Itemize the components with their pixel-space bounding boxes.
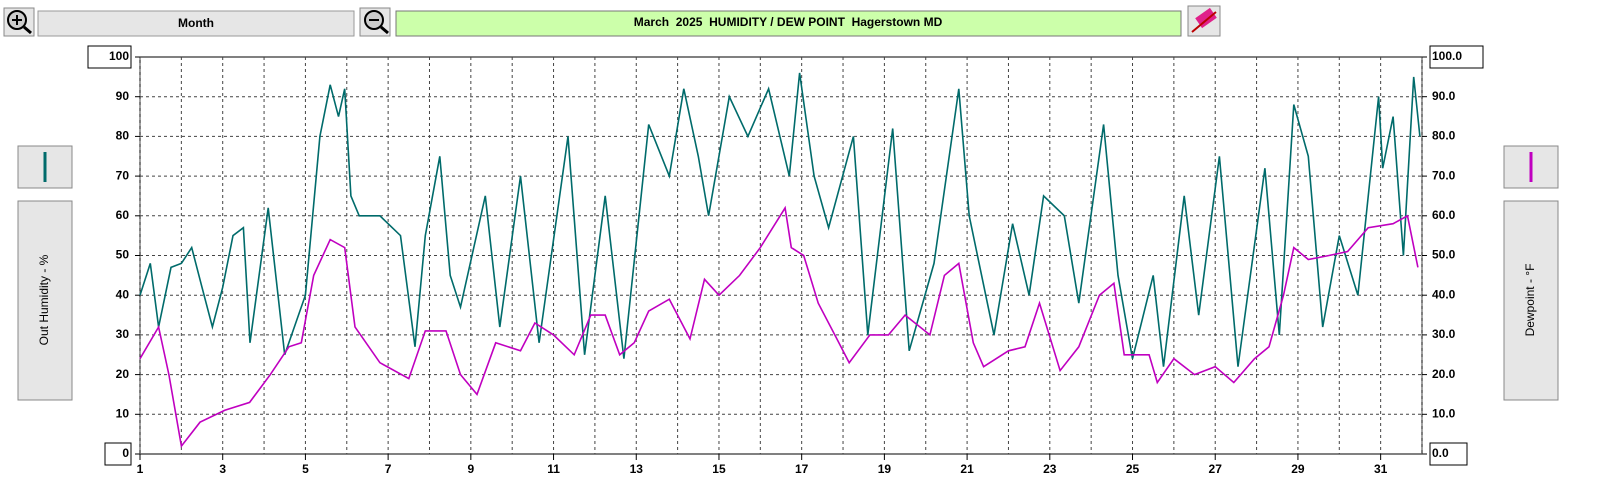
y-tick-label: 90 (116, 89, 130, 103)
y-tick-label: 40 (116, 287, 130, 301)
y2-tick-label: 90.0 (1432, 89, 1456, 103)
data-line (139, 72, 1421, 367)
y2-tick-label: 80.0 (1432, 129, 1456, 143)
y-tick-label: 80 (116, 129, 130, 143)
y-tick-label: 10 (116, 406, 130, 420)
title-bar (395, 10, 1182, 37)
y2-tick-label: 60.0 (1432, 208, 1456, 222)
x-tick-label: 7 (385, 462, 392, 476)
y-tick-label: 0 (122, 446, 129, 460)
y-label-box (17, 200, 73, 401)
x-tick-label: 13 (630, 462, 644, 476)
y-tick-label: 50 (116, 248, 130, 262)
y2-tick-label: 20.0 (1432, 367, 1456, 381)
x-tick-label: 25 (1126, 462, 1140, 476)
y2-label-box (1503, 200, 1559, 401)
chart-title: March 2025 HUMIDITY / DEW POINT Hagersto… (634, 15, 943, 29)
period-label[interactable]: Month (178, 16, 214, 30)
y2-tick-label: 100.0 (1432, 49, 1462, 63)
y-tick-label: 60 (116, 208, 130, 222)
zoom-in-button[interactable] (3, 7, 35, 37)
y2-tick-label: 10.0 (1432, 406, 1456, 420)
x-tick-label: 19 (878, 462, 892, 476)
x-tick-label: 23 (1043, 462, 1057, 476)
y2-tick-label: 50.0 (1432, 248, 1456, 262)
y2-end-box (1429, 442, 1468, 466)
clear-button[interactable] (1187, 5, 1221, 37)
y2-tick-label: 30.0 (1432, 327, 1456, 341)
x-tick-label: 29 (1291, 462, 1305, 476)
y2-tick-label: 70.0 (1432, 168, 1456, 182)
data-line (139, 205, 1419, 449)
y-tick-label: 20 (116, 367, 130, 381)
x-tick-label: 21 (960, 462, 974, 476)
x-tick-label: 5 (302, 462, 309, 476)
x-tick-label: 17 (795, 462, 809, 476)
zoom-out-button[interactable] (359, 7, 391, 37)
y-tick-label: 30 (116, 327, 130, 341)
x-tick-label: 15 (712, 462, 726, 476)
x-tick-label: 3 (219, 462, 226, 476)
y2-tick-label: 40.0 (1432, 287, 1456, 301)
y-axis-label: Out Humidity - % (37, 254, 51, 345)
x-tick-label: 31 (1374, 462, 1388, 476)
y2-axis-label: Dewpoint - °F (1523, 264, 1537, 337)
period-button[interactable] (37, 10, 355, 37)
x-tick-label: 1 (137, 462, 144, 476)
y-tick-label: 100 (109, 49, 129, 63)
y-end-box (104, 442, 132, 466)
y-end-box (87, 45, 132, 69)
x-tick-label: 11 (547, 462, 560, 476)
y2-end-box (1429, 45, 1484, 69)
x-tick-label: 27 (1209, 462, 1223, 476)
y-tick-label: 70 (116, 168, 130, 182)
y2-tick-label: 0.0 (1432, 446, 1449, 460)
x-tick-label: 9 (467, 462, 474, 476)
